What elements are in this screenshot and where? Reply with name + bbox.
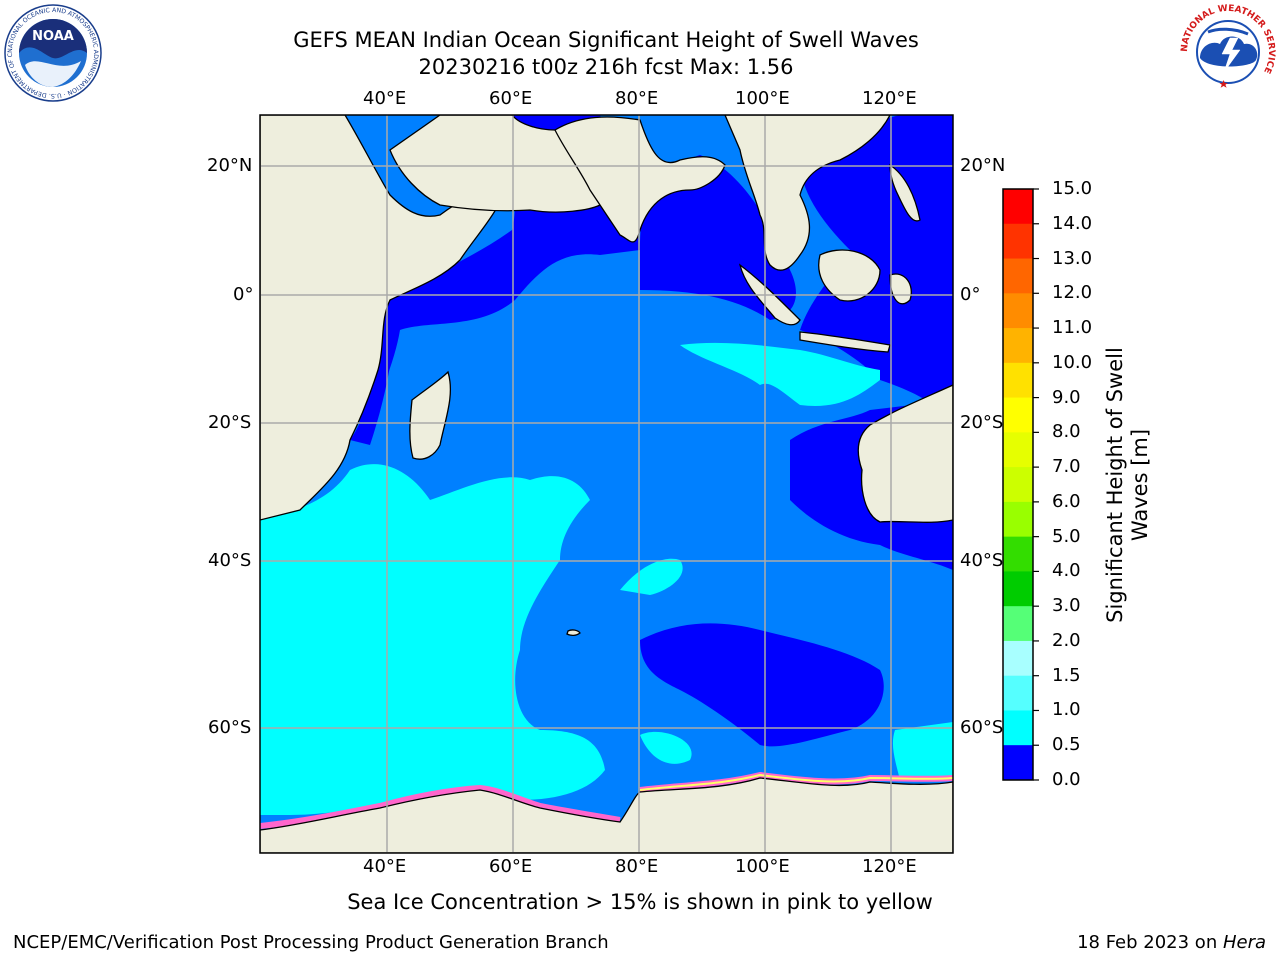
colorbar-segment [1003, 223, 1033, 260]
chart-title: GEFS MEAN Indian Ocean Significant Heigh… [293, 28, 919, 52]
colorbar-tick-label: 5.0 [1052, 525, 1081, 547]
colorbar-tick-label: 6.0 [1052, 490, 1081, 512]
footer-date: 18 Feb 2023 on Hera [1077, 932, 1266, 953]
lon-label-top-120e: 120°E [862, 88, 917, 109]
colorbar-segment [1003, 362, 1033, 399]
colorbar-segment [1003, 536, 1033, 572]
colorbar-tick-label: 0.5 [1052, 734, 1081, 756]
colorbar-tick-label: 15.0 [1052, 178, 1093, 199]
colorbar-segment [1003, 501, 1033, 538]
nws-logo: NATIONAL WEATHER SERVICE [1180, 4, 1276, 100]
lat-label-left-20s: 20°S [208, 412, 252, 433]
land-borneo [818, 249, 881, 302]
colorbar-tick-label: 1.5 [1052, 664, 1081, 686]
land-africa [260, 115, 503, 521]
colorbar-title-line1: Significant Height of Swell [1103, 347, 1127, 623]
colorbar-tick-label: 14.0 [1052, 212, 1093, 234]
colorbar [1003, 188, 1039, 781]
colorbar-segment [1003, 640, 1033, 677]
lat-label-left-40s: 40°S [208, 550, 252, 571]
footer-date-text: 18 Feb 2023 on [1077, 932, 1223, 953]
land-madagascar [409, 370, 452, 460]
chart-subtitle: 20230216 t00z 216h fcst Max: 1.56 [418, 55, 794, 79]
colorbar-segment [1003, 258, 1033, 294]
land-india [554, 116, 726, 243]
colorbar-tick-label: 9.0 [1052, 386, 1081, 408]
lat-label-right-20s: 20°S [960, 412, 1004, 433]
lon-label-top-80e: 80°E [615, 88, 659, 109]
colorbar-tick-label: 13.0 [1052, 247, 1093, 269]
colorbar-segment [1003, 467, 1033, 503]
colorbar-segment [1003, 432, 1033, 468]
land-sulawesi [889, 273, 912, 305]
colorbar-tick-label: 8.0 [1052, 421, 1081, 443]
land-se-asia [724, 115, 891, 271]
lat-label-left-60s: 60°S [208, 717, 252, 738]
lat-label-right-20n: 20°N [960, 155, 1006, 176]
colorbar-tick-label: 10.0 [1052, 351, 1093, 373]
colorbar-segment [1003, 710, 1033, 746]
graticule [260, 115, 953, 853]
colorbar-segment [1003, 675, 1033, 711]
colorbar-segment [1003, 571, 1033, 607]
colorbar-segment [1003, 397, 1033, 433]
lon-label-top-100e: 100°E [735, 88, 790, 109]
colorbar-tick-label: 1.0 [1052, 699, 1081, 721]
land-antarctica [260, 777, 953, 853]
footer-credit: NCEP/EMC/Verification Post Processing Pr… [13, 932, 609, 953]
colorbar-title: Significant Height of Swell Waves [m] [1103, 275, 1153, 695]
colorbar-tick-label: 3.0 [1052, 595, 1081, 617]
land [260, 115, 953, 853]
lat-label-right-60s: 60°S [960, 717, 1004, 738]
colorbar-tick-label: 2.0 [1052, 629, 1081, 651]
map-frame [259, 114, 954, 854]
sea-ice [260, 771, 953, 829]
colorbar-tick-label: 11.0 [1052, 317, 1093, 339]
lon-label-top-60e: 60°E [489, 88, 533, 109]
lon-label-bottom-40e: 40°E [363, 856, 407, 877]
lat-label-right-40s: 40°S [960, 550, 1004, 571]
lat-label-left-0: 0° [233, 284, 254, 305]
lon-label-top-40e: 40°E [363, 88, 407, 109]
colorbar-tick-label: 7.0 [1052, 456, 1081, 478]
colorbar-segment [1003, 328, 1033, 364]
land-australia [857, 384, 953, 523]
noaa-logo-text: NOAA [32, 29, 74, 44]
colorbar-frame [1002, 188, 1034, 781]
land-java [799, 331, 891, 353]
noaa-logo: NATIONAL OCEANIC AND ATMOSPHERIC ADMINIS… [3, 3, 102, 102]
land-kerguelen [566, 629, 581, 637]
colorbar-segment [1003, 745, 1033, 780]
lon-label-bottom-60e: 60°E [489, 856, 533, 877]
colorbar-segment [1003, 293, 1033, 329]
land-philippines [889, 163, 921, 222]
footer-host: Hera [1222, 932, 1266, 953]
lon-label-bottom-100e: 100°E [735, 856, 790, 877]
colorbar-tick-label: 0.0 [1052, 769, 1081, 790]
lon-label-bottom-120e: 120°E [862, 856, 917, 877]
colorbar-segment [1003, 189, 1033, 225]
colorbar-tick-label: 4.0 [1052, 560, 1081, 582]
colorbar-tick-label: 12.0 [1052, 282, 1093, 304]
land-arabia [389, 115, 601, 213]
colorbar-segment [1003, 606, 1033, 642]
caption: Sea Ice Concentration > 15% is shown in … [347, 890, 933, 914]
colorbar-title-line2: Waves [m] [1128, 428, 1152, 542]
lat-label-right-0: 0° [960, 284, 981, 305]
lat-label-left-20n: 20°N [207, 155, 253, 176]
lon-label-bottom-80e: 80°E [615, 856, 659, 877]
